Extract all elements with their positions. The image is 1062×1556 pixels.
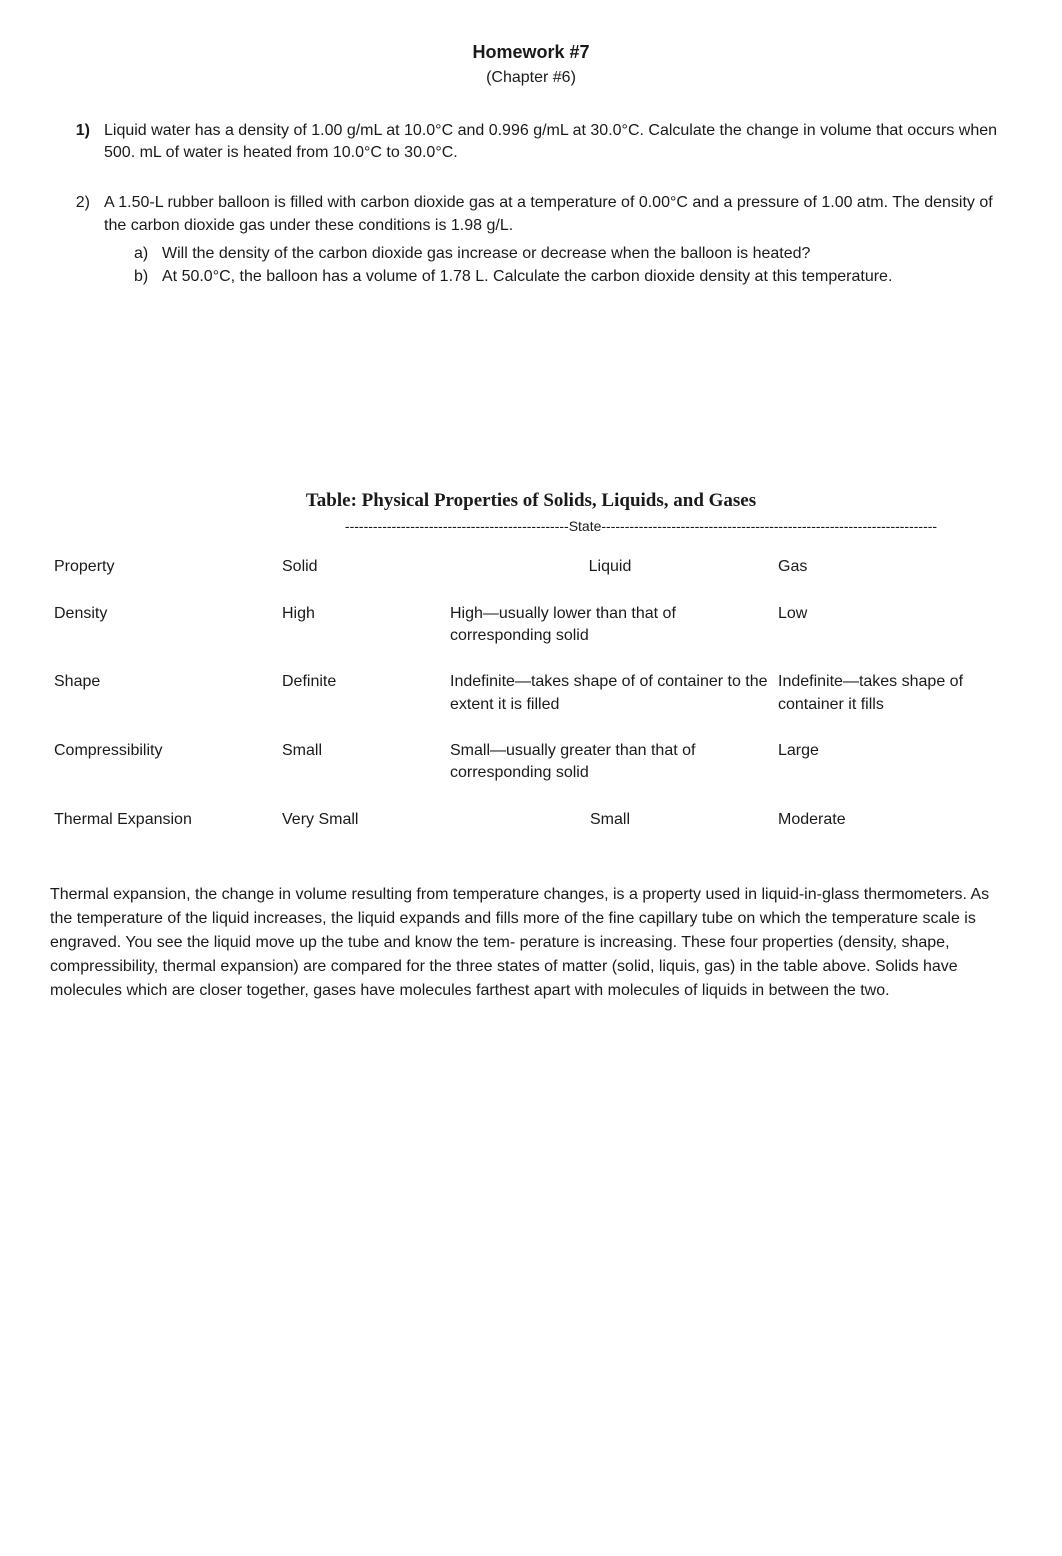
cell-gas: Large — [774, 728, 1012, 797]
question-item: 2)A 1.50-L rubber balloon is filled with… — [50, 192, 1012, 288]
cell-solid: Small — [278, 728, 446, 797]
cell-gas: Moderate — [774, 797, 1012, 843]
document-header: Homework #7 (Chapter #6) — [50, 40, 1012, 90]
table-title: Table: Physical Properties of Solids, Li… — [50, 488, 1012, 515]
cell-property: Thermal Expansion — [50, 797, 278, 843]
cell-property: Density — [50, 591, 278, 660]
cell-liquid: High—usually lower than that of correspo… — [446, 591, 774, 660]
properties-table: Property Solid Liquid Gas DensityHighHig… — [50, 544, 1012, 843]
cell-solid: Very Small — [278, 797, 446, 843]
cell-liquid: Indefinite—takes shape of of container t… — [446, 659, 774, 728]
header-gas: Gas — [774, 544, 1012, 590]
page-subtitle: (Chapter #6) — [50, 67, 1012, 89]
header-liquid: Liquid — [446, 544, 774, 590]
question-number: 2) — [50, 192, 104, 288]
question-number: 1) — [50, 120, 104, 165]
table-row: CompressibilitySmallSmall—usually greate… — [50, 728, 1012, 797]
page-title: Homework #7 — [50, 40, 1012, 65]
sub-question-item: a)Will the density of the carbon dioxide… — [134, 243, 1012, 265]
cell-solid: Definite — [278, 659, 446, 728]
question-item: 1)Liquid water has a density of 1.00 g/m… — [50, 120, 1012, 165]
sub-question-text: At 50.0°C, the balloon has a volume of 1… — [162, 266, 892, 288]
state-divider: ----------------------------------------… — [50, 517, 1012, 537]
header-solid: Solid — [278, 544, 446, 590]
sub-question-text: Will the density of the carbon dioxide g… — [162, 243, 810, 265]
cell-gas: Low — [774, 591, 1012, 660]
question-body: A 1.50-L rubber balloon is filled with c… — [104, 192, 1012, 288]
question-text: Liquid water has a density of 1.00 g/mL … — [104, 120, 1012, 165]
explanation-paragraph: Thermal expansion, the change in volume … — [50, 883, 1012, 1003]
table-row: Thermal ExpansionVery SmallSmallModerate — [50, 797, 1012, 843]
table-header-row: Property Solid Liquid Gas — [50, 544, 1012, 590]
cell-property: Compressibility — [50, 728, 278, 797]
sub-question-list: a)Will the density of the carbon dioxide… — [104, 243, 1012, 288]
question-text: A 1.50-L rubber balloon is filled with c… — [104, 192, 1012, 237]
table-row: DensityHighHigh—usually lower than that … — [50, 591, 1012, 660]
sub-question-item: b)At 50.0°C, the balloon has a volume of… — [134, 266, 1012, 288]
cell-gas: Indefinite—takes shape of container it f… — [774, 659, 1012, 728]
cell-liquid: Small — [446, 797, 774, 843]
sub-question-number: b) — [134, 266, 162, 288]
properties-table-section: Table: Physical Properties of Solids, Li… — [50, 488, 1012, 843]
header-property: Property — [50, 544, 278, 590]
cell-solid: High — [278, 591, 446, 660]
sub-question-number: a) — [134, 243, 162, 265]
cell-property: Shape — [50, 659, 278, 728]
question-body: Liquid water has a density of 1.00 g/mL … — [104, 120, 1012, 165]
table-row: ShapeDefiniteIndefinite—takes shape of o… — [50, 659, 1012, 728]
questions-list: 1)Liquid water has a density of 1.00 g/m… — [50, 120, 1012, 288]
cell-liquid: Small—usually greater than that of corre… — [446, 728, 774, 797]
